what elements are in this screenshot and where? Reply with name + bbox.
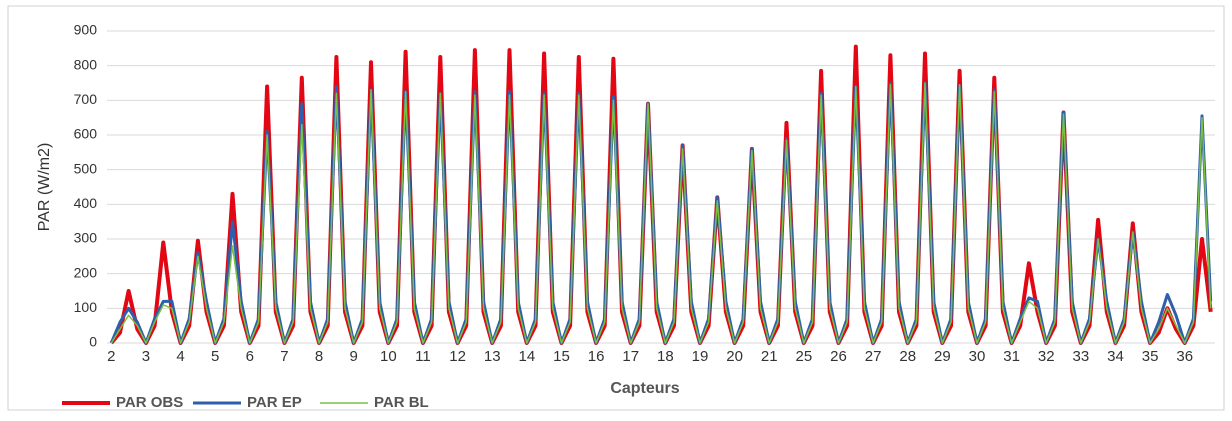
x-tick-label: 27 xyxy=(865,348,882,365)
x-tick-label: 19 xyxy=(692,348,709,365)
x-tick-label: 34 xyxy=(1107,348,1124,365)
x-tick-label: 20 xyxy=(726,348,743,365)
x-tick-label: 30 xyxy=(969,348,986,365)
y-tick-label: 200 xyxy=(74,264,98,280)
x-tick-label: 16 xyxy=(588,348,605,365)
x-tick-label: 28 xyxy=(899,348,916,365)
x-tick-label: 35 xyxy=(1142,348,1159,365)
y-axis-title: PAR (W/m2) xyxy=(36,143,53,232)
x-tick-label: 12 xyxy=(449,348,466,365)
x-tick-label: 9 xyxy=(350,348,358,365)
x-tick-label: 18 xyxy=(657,348,674,365)
x-tick-label: 15 xyxy=(553,348,570,365)
x-tick-label: 5 xyxy=(211,348,219,365)
x-tick-label: 31 xyxy=(1003,348,1020,365)
y-tick-label: 0 xyxy=(89,334,97,350)
series-line xyxy=(110,82,1212,344)
x-tick-label: 14 xyxy=(518,348,535,365)
x-tick-label: 7 xyxy=(280,348,288,365)
legend-label: PAR EP xyxy=(247,394,302,411)
x-tick-label: 11 xyxy=(415,348,431,365)
x-tick-label: 8 xyxy=(315,348,323,365)
x-tick-label: 26 xyxy=(830,348,847,365)
x-tick-label: 17 xyxy=(622,348,639,365)
y-tick-label: 400 xyxy=(74,195,98,211)
x-tick-label: 4 xyxy=(176,348,184,365)
x-tick-label: 3 xyxy=(142,348,150,365)
x-axis-title: Capteurs xyxy=(610,380,679,397)
y-tick-label: 500 xyxy=(74,160,98,176)
x-tick-label: 32 xyxy=(1038,348,1055,365)
x-tick-label: 2 xyxy=(107,348,115,365)
legend-label: PAR OBS xyxy=(116,394,183,411)
x-tick-label: 29 xyxy=(934,348,951,365)
y-tick-label: 300 xyxy=(74,230,98,246)
x-tick-label: 21 xyxy=(761,348,778,365)
y-tick-label: 800 xyxy=(74,56,98,72)
chart-frame xyxy=(7,5,1225,411)
x-tick-label: 33 xyxy=(1072,348,1089,365)
y-tick-label: 100 xyxy=(74,299,98,315)
x-tick-label: 25 xyxy=(795,348,812,365)
x-tick-label: 13 xyxy=(484,348,501,365)
y-tick-label: 900 xyxy=(74,22,98,38)
x-tick-label: 6 xyxy=(246,348,254,365)
legend-label: PAR BL xyxy=(374,394,429,411)
x-tick-label: 36 xyxy=(1176,348,1193,365)
x-tick-label: 10 xyxy=(380,348,397,365)
y-tick-label: 600 xyxy=(74,126,98,142)
y-tick-label: 700 xyxy=(74,91,98,107)
